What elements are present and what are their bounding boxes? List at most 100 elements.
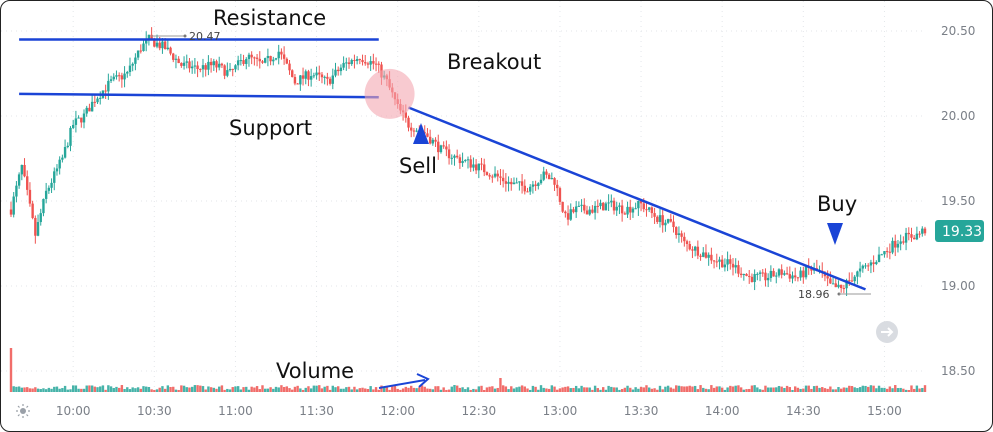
candle-body <box>136 50 140 58</box>
volume-bar <box>883 387 886 392</box>
candle-body <box>88 107 91 112</box>
sell-label: Sell <box>399 154 437 178</box>
volume-bar <box>885 388 889 392</box>
candle-body <box>850 280 854 282</box>
candle-body <box>748 275 751 277</box>
candle-body <box>666 219 670 223</box>
volume-bar <box>480 385 483 392</box>
candle-body <box>437 141 440 153</box>
candle-body <box>364 62 367 64</box>
volume-bar <box>607 385 610 392</box>
volume-bar <box>101 385 105 392</box>
volume-bar <box>93 386 97 392</box>
candle-body <box>355 59 359 62</box>
volume-bar <box>748 388 751 392</box>
candle-body <box>834 283 837 288</box>
candle-body <box>126 72 129 74</box>
candle-body <box>620 205 624 214</box>
volume-bar <box>520 385 524 392</box>
candle-body <box>766 277 770 281</box>
volume-bar <box>545 388 548 392</box>
candle-body <box>902 241 905 243</box>
volume-bar <box>537 389 540 392</box>
volume-bar <box>372 389 375 392</box>
volume-bar <box>439 389 443 392</box>
volume-bar <box>783 387 786 392</box>
settings-sun-icon[interactable] <box>16 404 30 418</box>
candle-body <box>172 53 175 60</box>
candle-body <box>231 68 234 70</box>
volume-bar <box>796 387 800 392</box>
candle-body <box>507 181 510 184</box>
candle-body <box>253 57 256 59</box>
volume-bar <box>107 385 110 392</box>
candle-body <box>810 267 813 271</box>
candle-body <box>226 70 229 76</box>
volume-bar <box>528 389 532 392</box>
candle-body <box>729 259 732 264</box>
volume-bar <box>558 388 562 392</box>
volume-bar <box>231 387 234 392</box>
candle-body <box>258 58 261 62</box>
volume-bar <box>207 386 210 392</box>
candle-body <box>610 200 613 203</box>
candle-body <box>661 215 664 226</box>
volume-bar <box>712 387 716 392</box>
volume-bar <box>923 385 927 392</box>
candle-body <box>688 243 691 250</box>
candle-body <box>109 79 113 81</box>
volume-bar <box>915 385 919 392</box>
candle-body <box>867 265 870 267</box>
candle-body <box>274 58 278 60</box>
candle-body <box>190 66 194 69</box>
candle-body <box>196 65 199 70</box>
x-tick-label: 11:30 <box>299 404 334 418</box>
volume-bar <box>918 388 921 392</box>
volume-bar <box>245 386 248 392</box>
volume-bar <box>320 388 324 392</box>
candle-body <box>28 189 32 204</box>
candle-body <box>447 149 451 159</box>
candle-body <box>350 60 353 65</box>
volume-bar <box>483 389 486 392</box>
volume-bar <box>117 387 121 392</box>
volume-bar <box>318 385 321 392</box>
volume-bar <box>396 388 399 392</box>
candle-body <box>326 76 329 79</box>
volume-bar <box>769 387 773 392</box>
volume-bar <box>134 388 137 392</box>
volume-bar <box>123 389 126 392</box>
y-tick-label: 19.50 <box>941 194 975 208</box>
volume-bar <box>155 389 159 392</box>
volume-bar <box>493 388 497 392</box>
volume-bar <box>875 388 878 392</box>
candle-body <box>80 117 83 123</box>
volume-bar <box>718 386 721 392</box>
volume-bar <box>326 385 329 392</box>
volume-bar <box>304 387 307 392</box>
volume-bar <box>274 386 278 392</box>
volume-bar <box>772 387 775 392</box>
volume-bar <box>488 386 491 392</box>
volume-bar <box>182 385 186 392</box>
candle-body <box>753 274 756 283</box>
last-price-label: 19.33 <box>942 224 982 240</box>
y-tick-label: 20.50 <box>941 24 975 38</box>
candle-body <box>923 228 927 234</box>
candle-body <box>345 62 348 64</box>
candle-body <box>12 196 15 215</box>
candle-body <box>69 127 72 146</box>
candle-body <box>569 209 572 220</box>
scroll-to-latest-button[interactable] <box>876 321 898 343</box>
candle-body <box>683 236 686 242</box>
volume-bar <box>423 386 426 392</box>
candle-body <box>510 181 513 185</box>
volume-bar <box>766 387 770 392</box>
x-tick-label: 11:00 <box>218 404 253 418</box>
candle-body <box>896 243 900 248</box>
volume-bar <box>228 389 232 392</box>
volume-bar <box>591 389 594 392</box>
volume-bar <box>293 386 297 392</box>
candle-body <box>245 59 248 64</box>
candle-body <box>550 178 554 180</box>
